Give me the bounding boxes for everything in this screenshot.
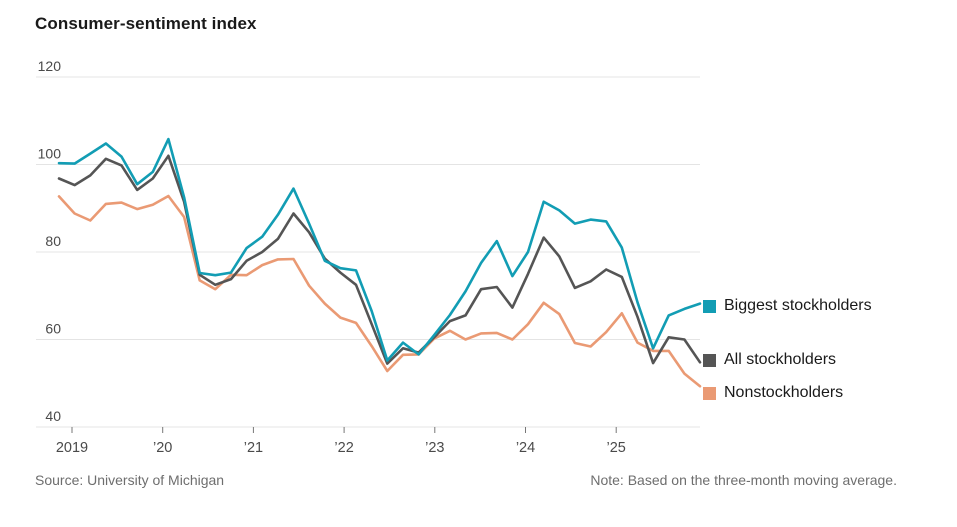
x-axis-label-1: ’20 xyxy=(153,440,172,456)
line-biggest-stockholders xyxy=(57,137,702,362)
line-nonstockholders xyxy=(57,194,702,388)
x-axis-label-6: ’25 xyxy=(607,440,626,456)
line-all-stockholders xyxy=(57,154,702,365)
chart-title: Consumer-sentiment index xyxy=(35,14,257,33)
consumer-sentiment-line-chart: 40 60 80 100 120 2019 ’20 ’21 ’22 ’23 ’24 ’25 xyxy=(36,58,702,456)
legend-label-all-stockholders: All stockholders xyxy=(724,351,837,368)
y-axis-label-40: 40 xyxy=(45,408,61,424)
note-text: Note: Based on the three-month moving av… xyxy=(590,472,897,488)
y-axis-label-120: 120 xyxy=(38,58,62,74)
x-axis-label-3: ’22 xyxy=(334,440,353,456)
legend-swatch-all-stockholders xyxy=(703,353,716,367)
legend-item-biggest-stockholders: Biggest stockholders xyxy=(703,297,872,315)
x-axis-label-2: ’21 xyxy=(244,440,263,456)
y-axis-label-60: 60 xyxy=(45,321,61,337)
x-axis-label-0: 2019 xyxy=(56,440,88,456)
legend-item-all-stockholders: All stockholders xyxy=(703,351,836,369)
legend-swatch-biggest-stockholders xyxy=(703,299,716,313)
legend-label-biggest-stockholders: Biggest stockholders xyxy=(724,297,872,314)
source-text: Source: University of Michigan xyxy=(35,472,225,488)
y-axis-label-80: 80 xyxy=(45,233,61,249)
x-axis-label-4: ’23 xyxy=(425,440,444,456)
legend-swatch-nonstockholders xyxy=(703,386,716,400)
chart-footer: Source: University of Michigan Note: Bas… xyxy=(35,472,897,488)
y-axis-label-100: 100 xyxy=(38,146,62,162)
legend-item-nonstockholders: Nonstockholders xyxy=(703,384,843,402)
x-axis-label-5: ’24 xyxy=(516,440,535,456)
legend-label-nonstockholders: Nonstockholders xyxy=(724,384,844,401)
